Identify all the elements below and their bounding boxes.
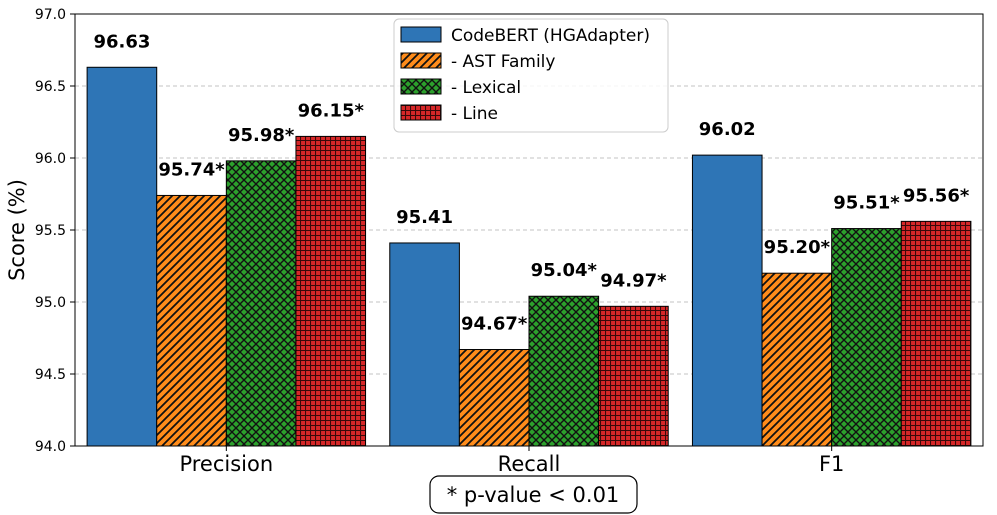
y-axis: 94.0 94.5 95.0 95.5 96.0 96.5 97.0 <box>35 7 75 455</box>
legend-label-1: - AST Family <box>451 52 555 72</box>
legend: CodeBERT (HGAdapter) - AST Family - Lexica… <box>393 18 669 133</box>
annotation-box: * p-value < 0.01 <box>429 475 638 514</box>
y-tick-label: 96.5 <box>35 79 66 95</box>
legend-frame <box>393 18 669 133</box>
y-tick-label: 95.5 <box>35 223 66 239</box>
bar-0-0 <box>86 66 158 447</box>
x-tick-label: Precision <box>179 452 273 476</box>
bar-2-1 <box>761 272 833 447</box>
data-label: 95.56* <box>903 185 970 206</box>
annotation-frame <box>429 475 638 514</box>
x-tick-label: F1 <box>819 452 844 476</box>
bar-1-1 <box>458 349 530 447</box>
x-tick-label: Recall <box>498 452 561 476</box>
y-tick-label: 96.0 <box>35 151 66 167</box>
bar-0-1 <box>156 194 227 447</box>
data-label: 95.20* <box>764 237 831 258</box>
bar-2-3 <box>900 220 972 447</box>
data-label: 96.63 <box>93 31 150 52</box>
data-label: 95.98* <box>228 125 295 146</box>
legend-swatch-3 <box>400 104 442 121</box>
bars <box>86 66 972 447</box>
x-axis: Precision Recall F1 <box>179 446 844 476</box>
p-value-note: * p-value < 0.01 <box>447 483 620 507</box>
data-label: 96.15* <box>298 100 365 121</box>
legend-label-3: - Line <box>451 104 498 124</box>
bar-2-2 <box>831 228 902 447</box>
y-tick-label: 94.0 <box>35 439 66 455</box>
data-label: 95.74* <box>158 159 225 180</box>
bar-1-0 <box>389 242 460 447</box>
legend-swatch-0 <box>400 26 442 43</box>
legend-swatch-2 <box>400 78 442 95</box>
legend-label-2: - Lexical <box>451 78 521 98</box>
y-tick-label: 95.0 <box>35 295 66 311</box>
y-tick-label: 97.0 <box>35 7 66 23</box>
y-axis-label: Score (%) <box>5 179 29 281</box>
data-label: 95.04* <box>531 260 598 281</box>
bar-2-0 <box>691 154 763 447</box>
bar-0-3 <box>295 135 367 447</box>
data-label: 95.41 <box>396 207 453 228</box>
y-tick-label: 94.5 <box>35 367 66 383</box>
data-label: 96.02 <box>699 119 756 140</box>
data-label: 95.51* <box>833 193 900 214</box>
bar-0-2 <box>225 160 297 447</box>
bar-1-3 <box>598 305 669 447</box>
legend-swatch-1 <box>400 52 442 69</box>
data-label: 94.97* <box>600 270 667 291</box>
legend-label-0: CodeBERT (HGAdapter) <box>451 26 650 46</box>
data-labels: 96.63 95.74*95.98*96.15* 95.41 94.67* 95.04*… <box>93 31 969 334</box>
data-label: 94.67* <box>461 314 528 335</box>
bar-1-2 <box>528 295 600 447</box>
